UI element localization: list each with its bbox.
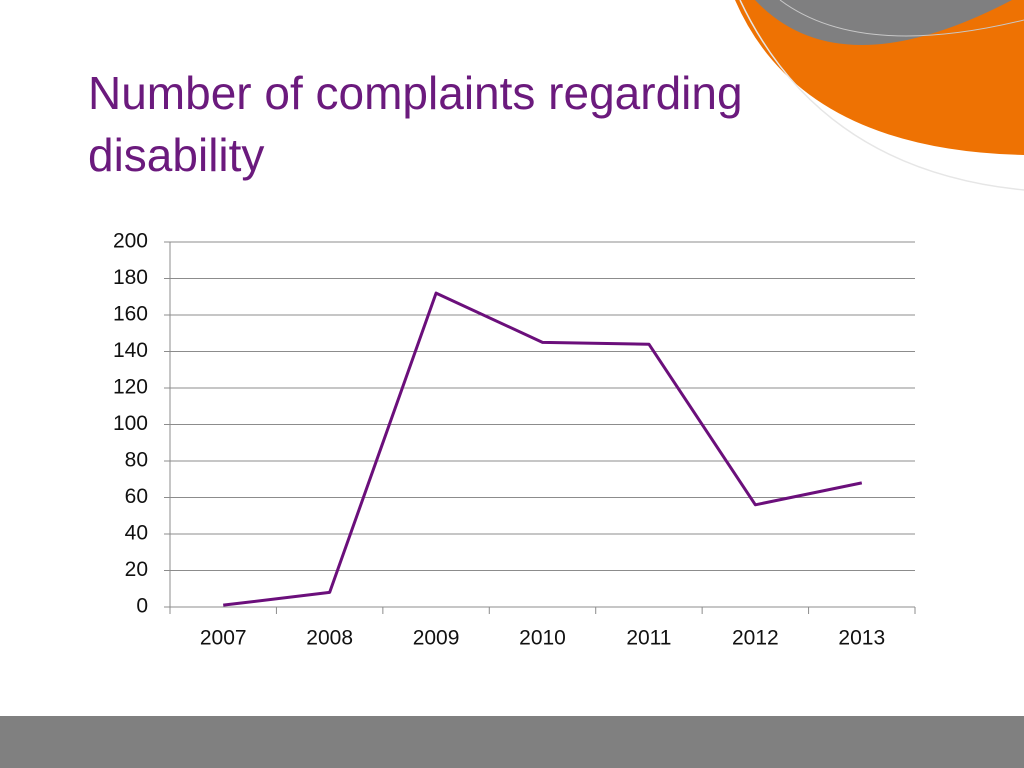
y-tick-label: 0: [136, 595, 148, 618]
decoration-curve: [739, 0, 1024, 191]
y-tick-label: 40: [125, 522, 148, 545]
data-line: [223, 291, 863, 607]
y-tick-label: 120: [113, 376, 148, 399]
x-tick-label: 2010: [519, 627, 566, 650]
x-tick-label: 2013: [838, 627, 885, 650]
y-tick-label: 160: [113, 303, 148, 326]
y-tick-label: 180: [113, 266, 148, 289]
x-tick-label: 2008: [306, 627, 353, 650]
x-tick-label: 2007: [200, 627, 247, 650]
x-tick-label: 2012: [732, 627, 779, 650]
y-tick-label: 140: [113, 339, 148, 362]
y-tick-label: 100: [113, 412, 148, 435]
x-tick-label: 2009: [413, 627, 460, 650]
y-tick-label: 60: [125, 485, 148, 508]
decoration-curve: [779, 0, 1024, 37]
y-tick-label: 200: [113, 230, 148, 253]
x-tick-label: 2011: [626, 627, 671, 650]
decoration-orange: [735, 0, 1024, 155]
decoration-gray: [755, 0, 1012, 45]
y-tick-label: 20: [125, 558, 148, 581]
chart-title: Number of complaints regarding disabilit…: [88, 67, 743, 181]
footer-bar: [0, 716, 1024, 768]
y-tick-label: 80: [125, 449, 148, 472]
